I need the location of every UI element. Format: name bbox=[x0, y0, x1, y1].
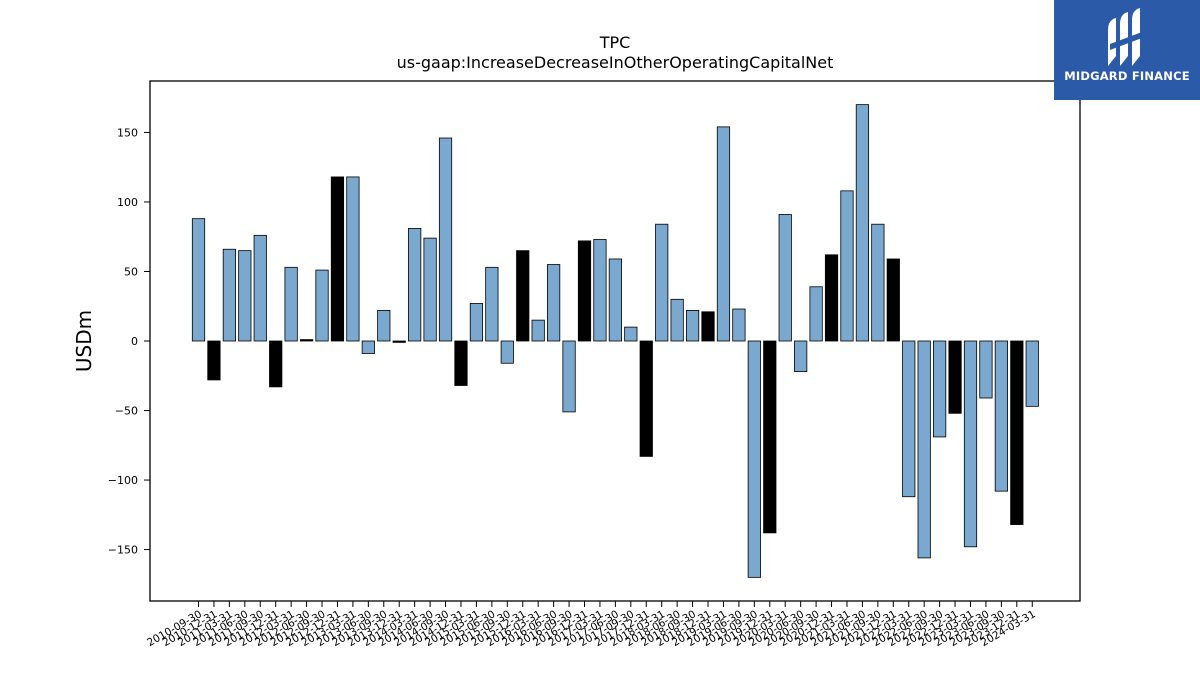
bar-2012-09-30 bbox=[315, 269, 329, 342]
bar-2019-09-30 bbox=[747, 340, 761, 578]
bar-2019-12-31 bbox=[763, 340, 777, 534]
bar-2020-12-31 bbox=[824, 254, 839, 342]
y-tick-label: 150 bbox=[117, 126, 138, 139]
y-axis-label: USDm bbox=[72, 310, 96, 372]
bar-2017-06-30 bbox=[608, 258, 622, 342]
chart-subtitle: us-gaap:IncreaseDecreaseInOtherOperating… bbox=[397, 53, 834, 72]
bar-2017-09-30 bbox=[624, 326, 638, 342]
y-tick-label: −150 bbox=[108, 544, 138, 557]
bar-2014-06-30 bbox=[423, 237, 437, 342]
bar-2018-12-31 bbox=[701, 311, 715, 342]
y-tick-label: −50 bbox=[115, 405, 138, 418]
bar-2016-03-31 bbox=[531, 319, 545, 342]
plot-frame bbox=[149, 80, 1081, 602]
midgard-logo-icon bbox=[1108, 8, 1142, 66]
bar-2012-12-31 bbox=[330, 176, 345, 342]
bar-2021-03-31 bbox=[840, 190, 854, 342]
bar-2022-12-31 bbox=[948, 340, 962, 414]
y-axis-ticks: −150 −100 −50 0 50 100 150 bbox=[108, 126, 150, 557]
bar-2018-03-31 bbox=[655, 223, 669, 342]
bar-2020-03-31 bbox=[778, 214, 792, 342]
bar-2015-09-30 bbox=[500, 340, 514, 364]
bar-2012-06-30 bbox=[299, 339, 314, 342]
bar-2020-09-30 bbox=[809, 286, 823, 342]
bar-2022-03-31 bbox=[902, 340, 916, 498]
bar-2014-09-30 bbox=[438, 137, 453, 342]
bar-2015-12-31 bbox=[516, 250, 530, 342]
bar-2015-06-30 bbox=[485, 266, 499, 342]
bar-2010-09-30 bbox=[191, 218, 206, 342]
bar-2011-12-31 bbox=[269, 340, 283, 388]
bar-2017-12-31 bbox=[639, 340, 653, 457]
bar-2017-03-31 bbox=[593, 239, 607, 342]
bar-2021-09-30 bbox=[871, 223, 885, 342]
y-tick-label: 50 bbox=[124, 265, 138, 278]
y-tick-label: 100 bbox=[117, 196, 138, 209]
chart-title: TPC bbox=[599, 33, 631, 52]
bar-2020-06-30 bbox=[794, 340, 808, 372]
bar-2016-12-31 bbox=[577, 240, 592, 342]
bar-2022-09-30 bbox=[933, 340, 947, 438]
bar-2011-03-31 bbox=[222, 248, 236, 342]
bar-2018-09-30 bbox=[685, 310, 700, 342]
bar-2023-06-30 bbox=[979, 340, 993, 399]
midgard-finance-logo: MIDGARD FINANCE bbox=[1054, 0, 1200, 100]
bar-2013-03-31 bbox=[346, 176, 360, 342]
bar-2013-06-30 bbox=[361, 340, 375, 354]
bar-2019-03-31 bbox=[716, 126, 731, 342]
x-axis-ticks: 2010-09-302010-12-312011-03-312011-06-30… bbox=[145, 601, 1038, 649]
bar-2018-06-30 bbox=[670, 298, 684, 342]
bar-2014-12-31 bbox=[454, 340, 468, 386]
bars-group bbox=[191, 104, 1039, 578]
bar-2011-09-30 bbox=[253, 234, 267, 342]
bar-2023-12-31 bbox=[1010, 340, 1024, 525]
bar-2023-09-30 bbox=[994, 340, 1008, 492]
bar-2022-06-30 bbox=[917, 340, 931, 559]
bar-2023-03-31 bbox=[963, 340, 978, 548]
bar-2019-06-30 bbox=[732, 308, 746, 342]
bar-2016-09-30 bbox=[562, 340, 576, 413]
y-tick-label: −100 bbox=[108, 474, 138, 487]
bar-2013-12-31 bbox=[392, 340, 406, 343]
bar-2016-06-30 bbox=[547, 264, 561, 342]
bar-2013-09-30 bbox=[377, 310, 391, 342]
bar-2011-06-30 bbox=[238, 250, 252, 342]
bar-2014-03-31 bbox=[408, 227, 422, 342]
bar-2021-06-30 bbox=[855, 104, 870, 342]
bar-2010-12-31 bbox=[207, 340, 221, 381]
bar-2021-12-31 bbox=[886, 258, 900, 342]
bar-2015-03-31 bbox=[469, 303, 484, 342]
bar-2024-03-31 bbox=[1025, 340, 1039, 407]
logo-text: MIDGARD FINANCE bbox=[1064, 69, 1190, 83]
y-tick-label: 0 bbox=[131, 335, 138, 348]
bar-2012-03-31 bbox=[284, 266, 298, 342]
